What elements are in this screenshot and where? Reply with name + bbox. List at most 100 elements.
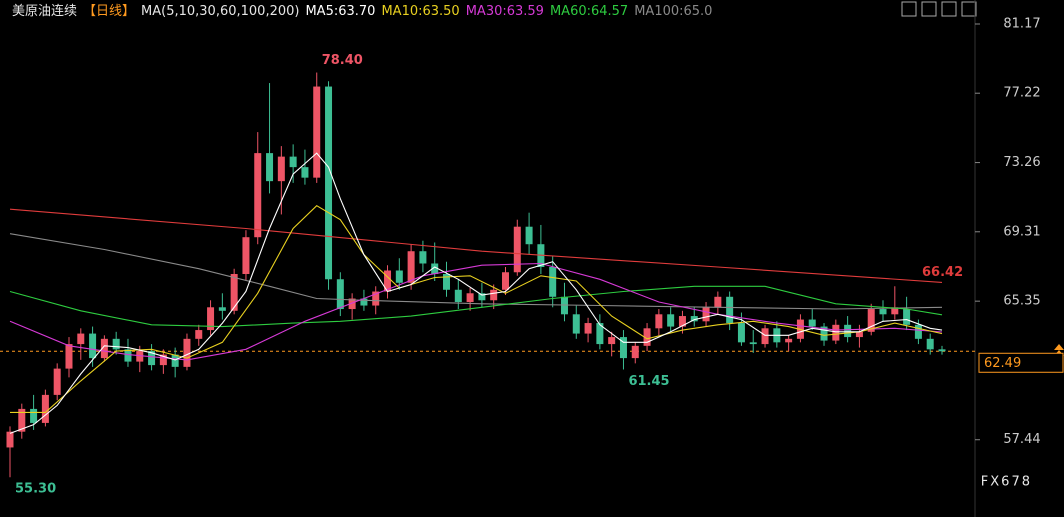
candle-body [454,289,462,303]
candle-body [159,354,167,366]
candle-body [195,330,203,339]
candle-body [690,316,698,322]
candle-body [513,226,521,273]
symbol-name: 美原油连续 [12,3,77,19]
candle-body [77,333,85,345]
tool-button[interactable] [921,1,937,17]
candle-body [891,307,899,315]
candle-body [714,296,722,308]
candle-body [266,153,274,182]
tool-button[interactable] [901,1,917,17]
candle-body [785,338,793,343]
candle-body [478,293,486,301]
last-price-label: 62.49 [984,356,1021,371]
candle-body [667,314,675,327]
candle-body [584,323,592,334]
legend-entry: MA60:64.57 [550,4,628,19]
indicator: MA(5,10,30,60,100,200) [141,4,299,19]
ma-line [9,208,943,283]
candle-body [596,323,604,345]
candle-body [183,338,191,367]
ma-line [9,233,943,310]
candle-body [737,323,745,343]
candle-body [372,291,380,306]
candle-body [914,324,922,339]
toolbar [901,1,977,17]
candle-body [808,319,816,327]
candle-body [832,324,840,341]
candle-body [325,86,333,280]
candle-body [466,293,474,303]
candle-body [879,309,887,315]
candle-body [443,274,451,290]
ma-line [9,152,943,434]
candle-body [631,345,639,359]
candle-body [844,324,852,338]
legend-entry: MA10:63.50 [381,4,459,19]
candle-body [419,251,427,264]
candle-body [348,298,356,310]
watermark: FX678 [981,475,1032,490]
y-tick-label: 65.35 [1003,294,1040,309]
candle-body [313,86,321,178]
price-annotation: 78.40 [322,53,363,68]
legend-entry: MA5:63.70 [305,4,375,19]
candle-body [749,342,757,345]
candle-body [89,333,97,359]
candle-body [655,314,663,329]
price-annotation: 55.30 [15,482,56,497]
candle-body [726,296,734,324]
ma-end-label: 66.42 [922,265,963,280]
candle-body [230,274,238,311]
candle-body [112,338,120,350]
candle-body [148,351,156,366]
header: 美原油连续 【日线】 MA(5,10,30,60,100,200) MA5:63.70… [12,3,712,19]
candle-body [608,337,616,345]
y-tick-label: 57.44 [1003,432,1040,447]
candle-body [136,351,144,362]
y-tick-label: 69.31 [1003,224,1040,239]
candle-body [761,328,769,345]
candle-body [407,251,415,283]
candle-body [100,338,108,359]
candle-body [702,307,710,322]
candle-body [643,328,651,346]
candle-body [678,316,686,327]
candle-body [855,331,863,338]
candle-body [431,263,439,275]
tool-button[interactable] [941,1,957,17]
candle-body [490,289,498,301]
candle-body [336,279,344,310]
price-annotation: 61.45 [628,374,669,389]
y-tick-label: 77.22 [1003,86,1040,101]
candle-body [124,349,132,362]
candle-body [65,344,73,369]
candle-body [619,337,627,359]
tool-button[interactable] [961,1,977,17]
candle-body [360,298,368,306]
candle-body [560,296,568,315]
candle-body [301,167,309,178]
candle-body [938,349,946,352]
ma-line [9,262,943,361]
candle-body [903,309,911,325]
candle-body [53,368,61,395]
candle-body [501,272,509,290]
candle-body [549,266,557,297]
candle-body [242,237,250,275]
candle-body [289,156,297,168]
y-tick-label: 73.26 [1003,155,1040,170]
candle-body [820,326,828,341]
candle-body [525,226,533,245]
candle-body [218,307,226,311]
candle-body [277,156,285,182]
candle-body [41,394,49,423]
legend-entry: MA100:65.0 [634,4,712,19]
candle-body [6,431,14,448]
candle-body [395,270,403,283]
candle-body [926,338,934,350]
period: 【日线】 [83,4,135,19]
candle-body [572,314,580,334]
candle-body [171,354,179,367]
